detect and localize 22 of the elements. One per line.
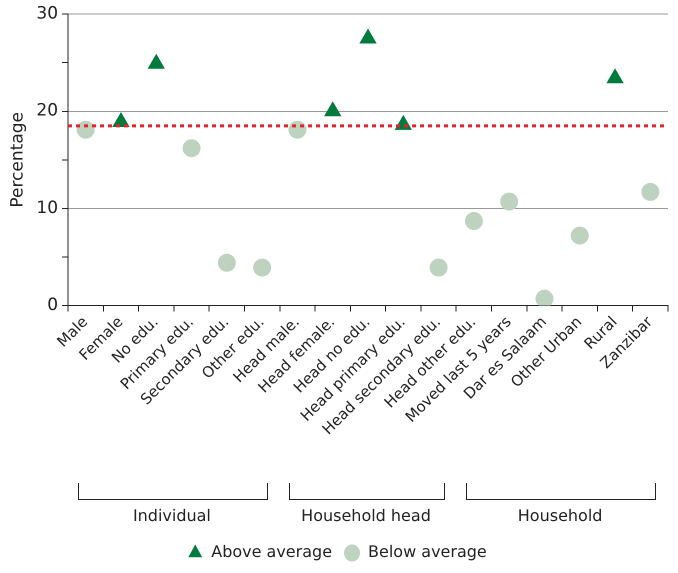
point (218, 254, 236, 272)
point (148, 54, 165, 69)
y-tick-label: 0 (47, 294, 58, 315)
point (464, 212, 483, 230)
text: Individual (132, 505, 212, 527)
y-tick-label: 20 (36, 100, 58, 121)
legend-label: Below average (368, 542, 487, 562)
point (570, 226, 589, 245)
point (606, 68, 624, 84)
point (359, 28, 377, 44)
point (641, 182, 660, 201)
y-tick-label: 10 (36, 198, 58, 218)
point (430, 258, 448, 277)
legend-label: Above average (211, 542, 332, 562)
y-tick-label: 30 (36, 4, 58, 24)
point (182, 139, 201, 158)
point (500, 192, 518, 211)
point (253, 258, 272, 277)
point (324, 101, 342, 116)
text: Household (516, 505, 604, 527)
y-axis-title: Percentage (8, 112, 28, 208)
text: Household head (301, 505, 432, 527)
